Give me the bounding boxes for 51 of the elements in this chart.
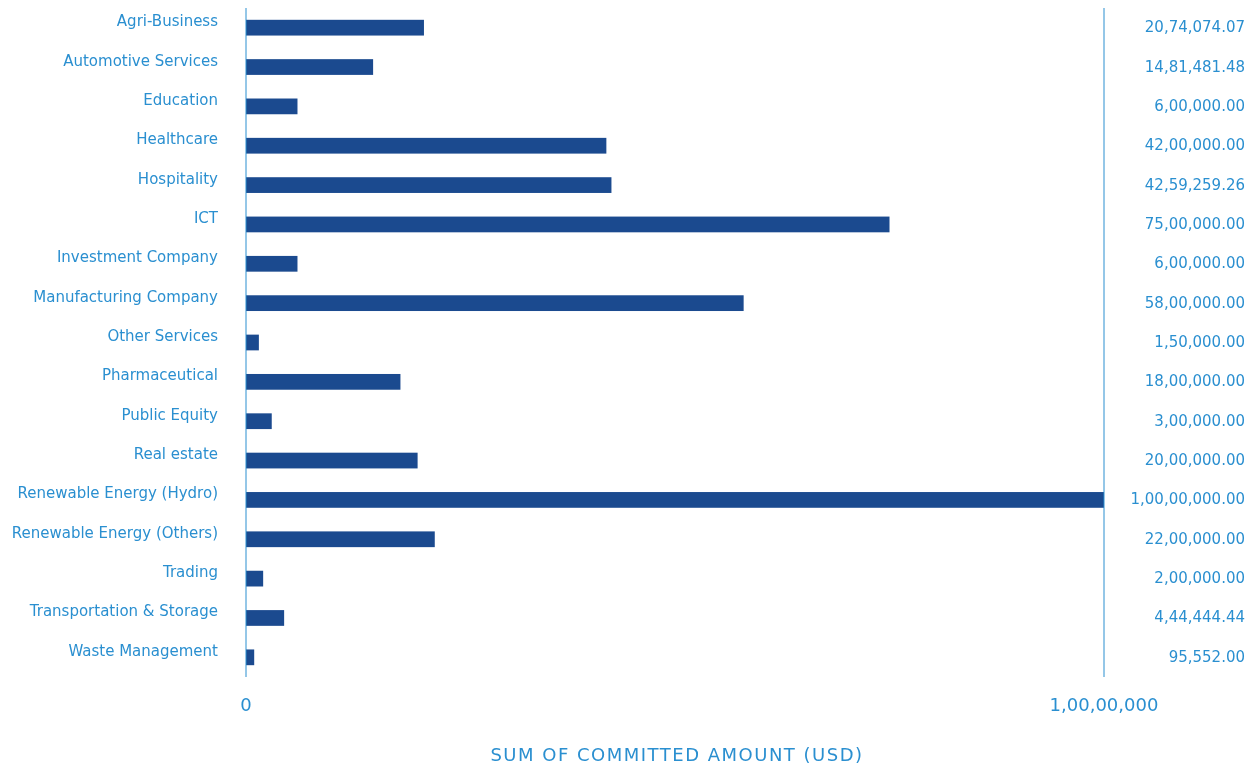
x-axis-title: SUM OF COMMITTED AMOUNT (USD)	[490, 744, 864, 765]
y-tick-label: Trading	[161, 563, 218, 582]
data-label: 14,81,481.48	[1144, 57, 1245, 76]
data-label: 18,00,000.00	[1144, 372, 1245, 391]
data-label: 1,50,000.00	[1154, 333, 1245, 351]
data-label: 6,00,000.00	[1154, 254, 1245, 273]
y-tick-label: Manufacturing Company	[33, 287, 219, 306]
bar	[246, 413, 272, 430]
y-tick-label: Renewable Energy (Others)	[11, 523, 218, 542]
bar	[246, 59, 374, 75]
bar	[246, 492, 1104, 508]
y-tick-label: Investment Company	[56, 248, 219, 267]
data-label: 20,00,000.00	[1144, 451, 1245, 470]
bar	[246, 19, 424, 36]
data-label: 42,00,000.00	[1144, 136, 1245, 155]
data-label: 4,44,444.44	[1154, 608, 1245, 627]
bar	[246, 216, 890, 233]
bar	[246, 137, 607, 154]
data-label: 1,00,00,000.00	[1130, 490, 1245, 509]
y-tick-label: Hospitality	[137, 169, 219, 188]
y-tick-label: ICT	[193, 208, 219, 227]
data-label: 58,00,000.00	[1144, 293, 1245, 312]
bar	[246, 177, 612, 193]
y-tick-label: Healthcare	[136, 130, 218, 149]
data-label: 2,00,000.00	[1154, 569, 1245, 588]
bar	[246, 531, 435, 548]
bar	[246, 255, 298, 272]
y-tick-label: Automotive Services	[63, 51, 219, 70]
bar	[246, 610, 285, 626]
y-tick-label: Other Services	[107, 327, 219, 345]
y-tick-label: Transportation & Storage	[28, 602, 218, 621]
data-label: 75,00,000.00	[1144, 214, 1245, 233]
y-tick-label: Pharmaceutical	[101, 366, 218, 385]
data-label: 95,552.00	[1168, 647, 1245, 666]
y-tick-label: Agri-Business	[116, 12, 219, 31]
y-tick-label: Education	[143, 90, 218, 109]
data-label: 20,74,074.07	[1144, 18, 1245, 37]
data-label: 42,59,259.26	[1144, 175, 1245, 194]
y-tick-label: Renewable Energy (Hydro)	[17, 484, 218, 503]
bar	[246, 295, 744, 312]
bar	[246, 452, 418, 469]
y-tick-label: Real estate	[133, 445, 218, 464]
y-tick-label: Public Equity	[121, 405, 219, 424]
data-label: 6,00,000.00	[1154, 96, 1245, 115]
bar	[246, 98, 298, 115]
x-tick-label: 1,00,00,000	[1049, 694, 1159, 715]
bar	[246, 373, 401, 390]
data-label: 22,00,000.00	[1144, 529, 1245, 548]
data-label: 3,00,000.00	[1154, 411, 1245, 430]
y-tick-label: Waste Management	[68, 641, 219, 660]
x-tick-label: 0	[240, 694, 252, 715]
